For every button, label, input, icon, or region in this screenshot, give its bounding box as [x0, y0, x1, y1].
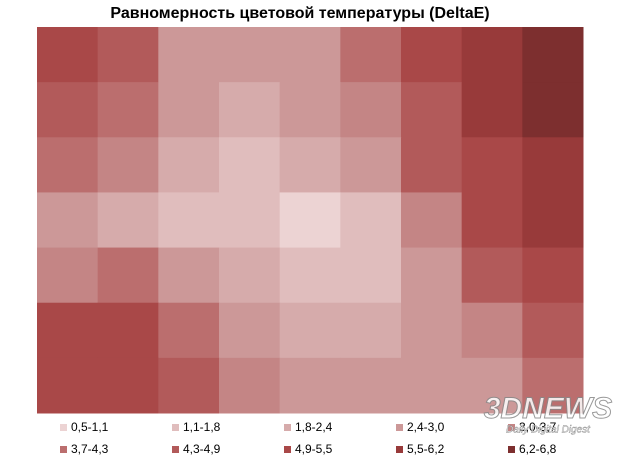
legend-swatch — [508, 424, 515, 431]
contour-cell — [37, 357, 99, 414]
contour-cell — [158, 137, 220, 193]
contour-cell — [340, 27, 402, 83]
legend-swatch — [172, 446, 179, 453]
contour-cell — [401, 192, 463, 249]
contour-cell — [401, 137, 463, 193]
plot-area — [37, 27, 584, 414]
contour-cell — [219, 137, 281, 193]
contour-cell — [158, 357, 220, 414]
legend-label: 4,3-4,9 — [183, 442, 221, 456]
contour-cell — [340, 357, 402, 414]
contour-cell — [219, 247, 281, 304]
contour-cell — [219, 82, 281, 138]
legend-swatch — [172, 424, 179, 431]
legend-label: 0,5-1,1 — [71, 420, 109, 434]
contour-cell — [522, 82, 584, 138]
contour-cell — [461, 302, 523, 359]
contour-cell — [158, 192, 220, 249]
legend-swatch — [60, 446, 67, 453]
contour-cell — [340, 192, 402, 249]
contour-cell — [340, 247, 402, 304]
watermark-sub: Daily Digital Digest — [506, 425, 591, 436]
contour-cell — [279, 247, 341, 304]
legend-label: 5,5-6,2 — [407, 442, 445, 456]
contour-cell — [279, 192, 341, 249]
contour-cell — [97, 82, 159, 138]
contour-cell — [219, 302, 281, 359]
contour-cell — [340, 302, 402, 359]
contour-cell — [37, 27, 99, 83]
legend-label: 1,8-2,4 — [295, 420, 333, 434]
contour-cell — [401, 82, 463, 138]
contour-cell — [97, 27, 159, 83]
contour-cell — [37, 137, 99, 193]
contour-cell — [401, 357, 463, 414]
contour-cell — [401, 247, 463, 304]
contour-cell — [279, 137, 341, 193]
contour-cell — [279, 82, 341, 138]
contour-cell — [97, 192, 159, 249]
contour-cell — [401, 302, 463, 359]
contour-cell — [522, 137, 584, 193]
legend-swatch — [396, 446, 403, 453]
contour-cell — [219, 192, 281, 249]
contour-cell — [37, 302, 99, 359]
legend-label: 1,1-1,8 — [183, 420, 221, 434]
contour-cell — [37, 192, 99, 249]
contour-cell — [461, 27, 523, 83]
contour-cell — [461, 247, 523, 304]
contour-cell — [340, 82, 402, 138]
legend-label: 2,4-3,0 — [407, 420, 445, 434]
contour-cell — [279, 302, 341, 359]
legend-label: 4,9-5,5 — [295, 442, 333, 456]
contour-cell — [219, 27, 281, 83]
watermark: 3DNEWS — [484, 392, 612, 425]
legend-swatch — [508, 446, 515, 453]
legend-swatch — [396, 424, 403, 431]
contour-cell — [158, 82, 220, 138]
contour-cell — [522, 247, 584, 304]
legend-label: 3,7-4,3 — [71, 442, 109, 456]
contour-cell — [97, 357, 159, 414]
contour-cell — [97, 137, 159, 193]
legend-swatch — [284, 424, 291, 431]
legend: 0,5-1,1 1,1-1,8 1,8-2,4 2,4-3,0 3,0-3,7 3,7-4… — [60, 420, 557, 456]
contour-cell — [461, 192, 523, 249]
contour-cell — [158, 302, 220, 359]
contour-cell — [158, 27, 220, 83]
contour-cell — [522, 192, 584, 249]
contour-cell — [461, 82, 523, 138]
legend-label: 3,0-3,7 — [519, 420, 557, 434]
contour-cell — [279, 27, 341, 83]
contour-cell — [522, 27, 584, 83]
contour-cell — [522, 302, 584, 359]
contour-cell — [158, 247, 220, 304]
legend-swatch — [60, 424, 67, 431]
contour-cell — [37, 82, 99, 138]
contour-cell — [522, 357, 584, 414]
contour-cell — [401, 27, 463, 83]
contour-cell — [279, 357, 341, 414]
contour-cell — [219, 357, 281, 414]
contour-cell — [97, 302, 159, 359]
chart-title: Равномерность цветовой температуры (Delt… — [110, 5, 489, 22]
contour-cell — [37, 247, 99, 304]
contour-cell — [461, 357, 523, 414]
contour-cell — [340, 137, 402, 193]
contour-cell — [461, 137, 523, 193]
legend-swatch — [284, 446, 291, 453]
contour-cell — [97, 247, 159, 304]
legend-label: 6,2-6,8 — [519, 442, 557, 456]
